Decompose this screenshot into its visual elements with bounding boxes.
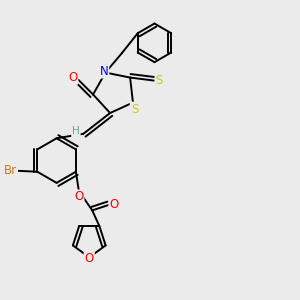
Text: S: S (131, 103, 138, 116)
Text: O: O (68, 71, 77, 84)
Text: N: N (100, 64, 108, 78)
Text: O: O (85, 252, 94, 265)
Text: H: H (72, 126, 80, 136)
Text: S: S (155, 74, 163, 87)
Text: O: O (109, 198, 119, 211)
Text: O: O (74, 190, 83, 203)
Text: Br: Br (4, 164, 17, 177)
